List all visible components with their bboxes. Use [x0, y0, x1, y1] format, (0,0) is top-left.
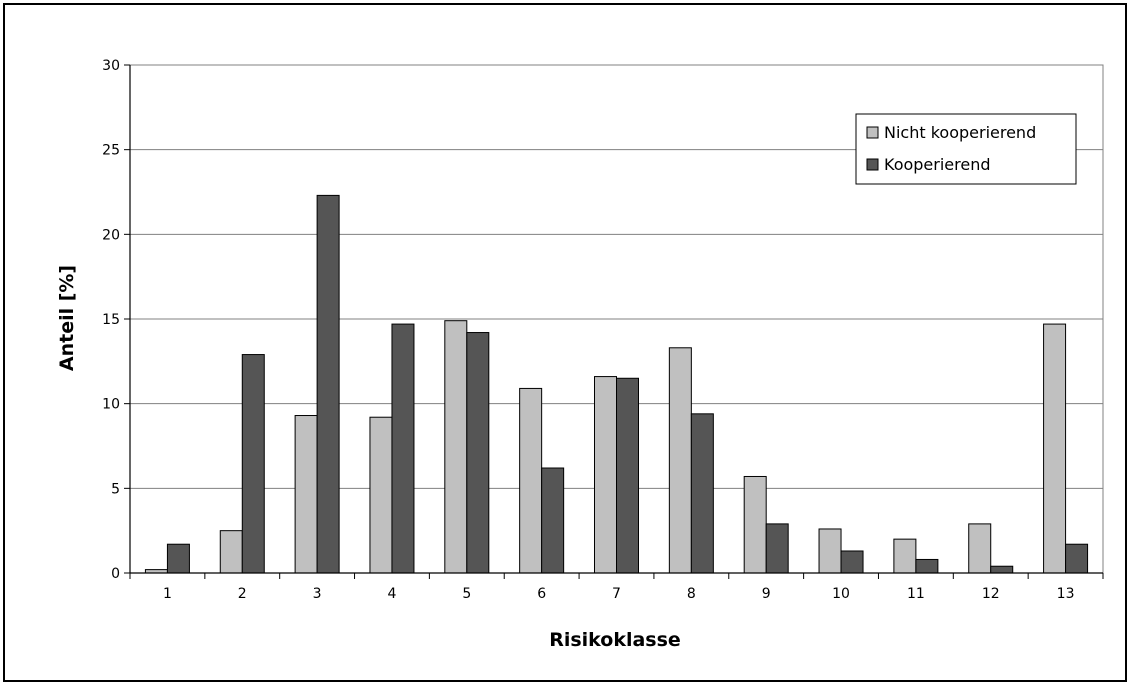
bar-kooperierend-10 — [840, 550, 864, 574]
y-tick-label: 5 — [111, 481, 120, 497]
x-tick-label: 6 — [537, 586, 546, 602]
bar-kooperierend-6 — [541, 467, 565, 574]
bar-nicht-kooperierend-3 — [294, 415, 318, 574]
legend-swatch-nicht-kooperierend — [866, 126, 879, 139]
bar-nicht-kooperierend-11 — [893, 538, 917, 574]
x-tick-label: 1 — [163, 586, 172, 602]
x-tick-label: 11 — [907, 586, 925, 602]
x-tick-label: 5 — [462, 586, 471, 602]
bar-kooperierend-2 — [241, 354, 265, 574]
bar-nicht-kooperierend-13 — [1043, 323, 1067, 574]
x-tick-label: 12 — [982, 586, 1000, 602]
x-tick-label: 9 — [762, 586, 771, 602]
bar-nicht-kooperierend-10 — [818, 528, 842, 574]
y-tick-label: 30 — [102, 58, 120, 74]
y-tick-label: 0 — [111, 566, 120, 582]
legend: Nicht kooperierend Kooperierend — [855, 113, 1077, 185]
x-axis-title: Risikoklasse — [549, 629, 681, 651]
bar-nicht-kooperierend-8 — [668, 347, 692, 574]
x-tick-label: 4 — [388, 586, 397, 602]
chart-border — [3, 3, 1127, 682]
bar-kooperierend-3 — [316, 194, 340, 574]
legend-box — [855, 113, 1077, 185]
bar-nicht-kooperierend-7 — [594, 376, 617, 574]
bar-kooperierend-5 — [466, 332, 490, 574]
bar-nicht-kooperierend-2 — [219, 530, 243, 574]
bar-nicht-kooperierend-9 — [743, 475, 767, 574]
bar-kooperierend-13 — [1065, 543, 1089, 574]
bar-nicht-kooperierend-5 — [444, 320, 468, 574]
x-tick-label: 10 — [832, 586, 850, 602]
bar-kooperierend-7 — [616, 377, 639, 574]
x-tick-label: 2 — [238, 586, 247, 602]
x-tick-label: 8 — [687, 586, 696, 602]
x-tick-label: 13 — [1057, 586, 1075, 602]
bar-kooperierend-8 — [690, 413, 714, 574]
legend-label-nicht-kooperierend: Nicht kooperierend — [884, 123, 1036, 142]
x-tick-label: 3 — [313, 586, 322, 602]
bar-kooperierend-11 — [915, 558, 939, 574]
y-tick-label: 20 — [102, 227, 120, 243]
y-tick-label: 10 — [102, 397, 120, 413]
legend-swatch-kooperierend — [866, 158, 879, 171]
bar-nicht-kooperierend-4 — [369, 416, 393, 574]
bar-kooperierend-1 — [166, 543, 190, 574]
y-axis-title: Anteil [%] — [56, 265, 78, 371]
bar-kooperierend-9 — [765, 523, 789, 574]
axes — [124, 64, 1104, 579]
legend-label-kooperierend: Kooperierend — [884, 155, 991, 174]
bars — [144, 194, 1089, 574]
bar-nicht-kooperierend-6 — [519, 387, 543, 574]
y-tick-label: 15 — [102, 312, 120, 328]
bar-kooperierend-4 — [391, 323, 415, 574]
y-tick-label: 25 — [102, 143, 120, 159]
bar-kooperierend-12 — [990, 565, 1014, 574]
x-tick-label: 7 — [612, 586, 621, 602]
bar-nicht-kooperierend-12 — [968, 523, 992, 574]
